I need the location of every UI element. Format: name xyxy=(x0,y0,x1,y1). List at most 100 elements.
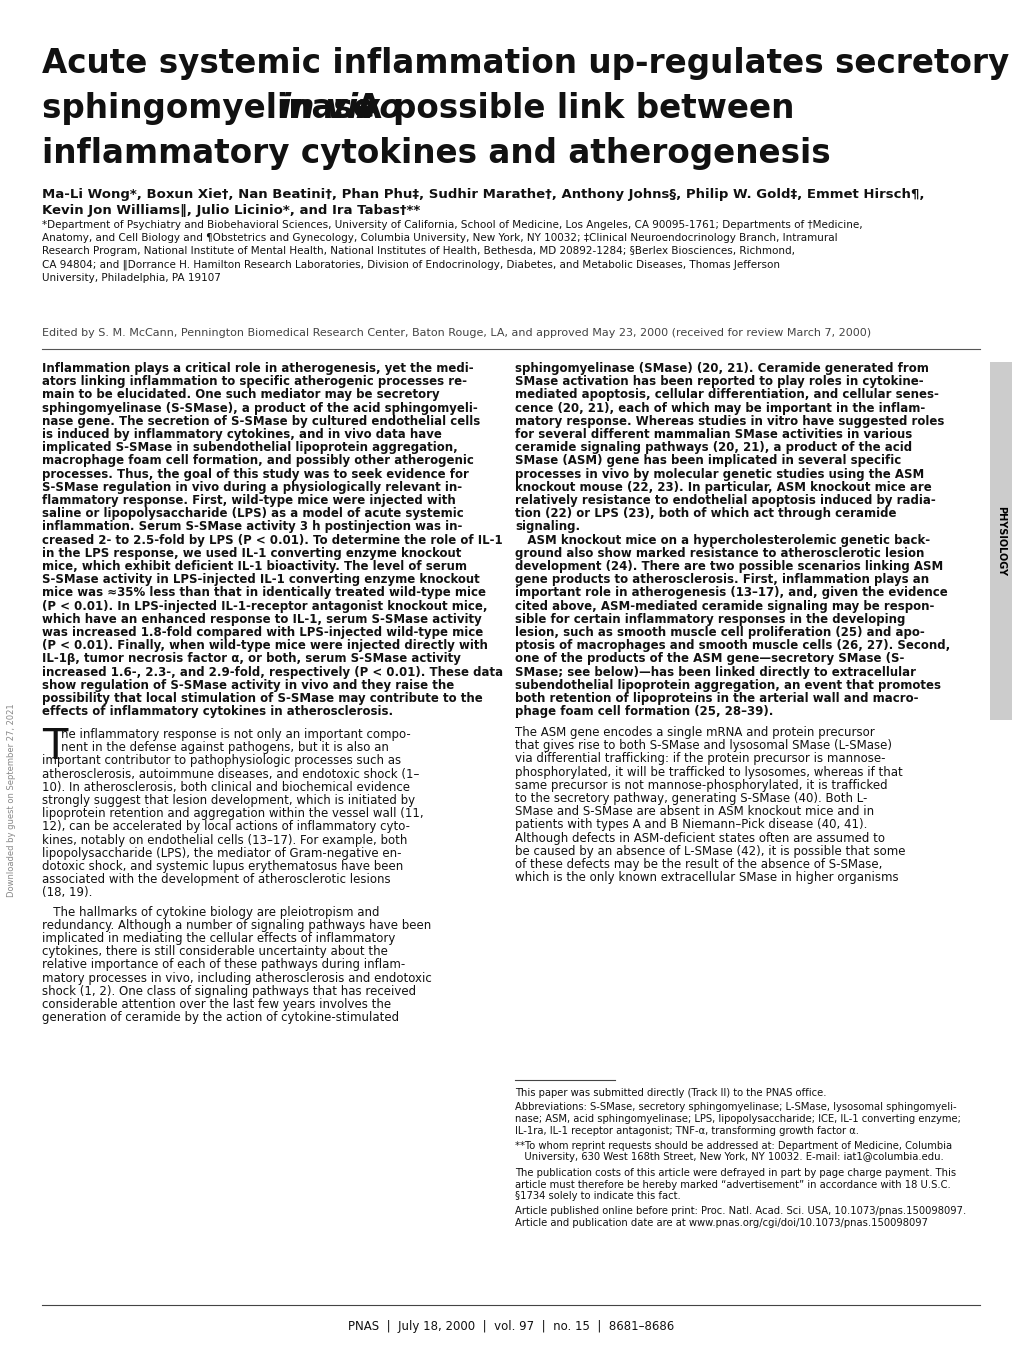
Text: creased 2- to 2.5-fold by LPS (P < 0.01). To determine the role of IL-1: creased 2- to 2.5-fold by LPS (P < 0.01)… xyxy=(42,534,502,546)
Text: PNAS  |  July 18, 2000  |  vol. 97  |  no. 15  |  8681–8686: PNAS | July 18, 2000 | vol. 97 | no. 15 … xyxy=(347,1319,674,1333)
Bar xyxy=(989,362,1011,720)
Text: : A possible link between: : A possible link between xyxy=(331,91,794,125)
Text: Acute systemic inflammation up-regulates secretory: Acute systemic inflammation up-regulates… xyxy=(42,47,1008,79)
Text: The publication costs of this article were defrayed in part by page charge payme: The publication costs of this article we… xyxy=(515,1167,955,1178)
Text: SMase; see below)—has been linked directly to extracellular: SMase; see below)—has been linked direct… xyxy=(515,666,915,679)
Text: ators linking inflammation to specific atherogenic processes re-: ators linking inflammation to specific a… xyxy=(42,375,467,389)
Text: processes. Thus, the goal of this study was to seek evidence for: processes. Thus, the goal of this study … xyxy=(42,468,469,480)
Text: shock (1, 2). One class of signaling pathways that has received: shock (1, 2). One class of signaling pat… xyxy=(42,985,416,998)
Text: Downloaded by guest on September 27, 2021: Downloaded by guest on September 27, 202… xyxy=(7,703,16,897)
Text: S-SMase regulation in vivo during a physiologically relevant in-: S-SMase regulation in vivo during a phys… xyxy=(42,480,462,494)
Text: important contributor to pathophysiologic processes such as: important contributor to pathophysiologi… xyxy=(42,755,400,768)
Text: signaling.: signaling. xyxy=(515,521,580,534)
Text: §1734 solely to indicate this fact.: §1734 solely to indicate this fact. xyxy=(515,1192,680,1201)
Text: via differential trafficking: if the protein precursor is mannose-: via differential trafficking: if the pro… xyxy=(515,752,884,765)
Text: for several different mammalian SMase activities in various: for several different mammalian SMase ac… xyxy=(515,428,911,441)
Text: kines, notably on endothelial cells (13–17). For example, both: kines, notably on endothelial cells (13–… xyxy=(42,834,407,846)
Text: Inflammation plays a critical role in atherogenesis, yet the medi-: Inflammation plays a critical role in at… xyxy=(42,362,473,375)
Text: increased 1.6-, 2.3-, and 2.9-fold, respectively (P < 0.01). These data: increased 1.6-, 2.3-, and 2.9-fold, resp… xyxy=(42,666,502,679)
Text: ASM knockout mice on a hypercholesterolemic genetic back-: ASM knockout mice on a hypercholesterole… xyxy=(515,534,929,546)
Text: 10). In atherosclerosis, both clinical and biochemical evidence: 10). In atherosclerosis, both clinical a… xyxy=(42,781,410,794)
Text: macrophage foam cell formation, and possibly other atherogenic: macrophage foam cell formation, and poss… xyxy=(42,455,474,468)
Text: atherosclerosis, autoimmune diseases, and endotoxic shock (1–: atherosclerosis, autoimmune diseases, an… xyxy=(42,768,419,780)
Text: of these defects may be the result of the absence of S-SMase,: of these defects may be the result of th… xyxy=(515,858,881,872)
Text: **To whom reprint requests should be addressed at: Department of Medicine, Colum: **To whom reprint requests should be add… xyxy=(515,1141,951,1151)
Text: nase; ASM, acid sphingomyelinase; LPS, lipopolysaccharide; ICE, IL-1 converting : nase; ASM, acid sphingomyelinase; LPS, l… xyxy=(515,1114,960,1124)
Text: mice, which exhibit deficient IL-1 bioactivity. The level of serum: mice, which exhibit deficient IL-1 bioac… xyxy=(42,560,467,573)
Text: ceramide signaling pathways (20, 21), a product of the acid: ceramide signaling pathways (20, 21), a … xyxy=(515,441,911,455)
Text: inflammation. Serum S-SMase activity 3 h postinjection was in-: inflammation. Serum S-SMase activity 3 h… xyxy=(42,521,462,534)
Text: implicated S-SMase in subendothelial lipoprotein aggregation,: implicated S-SMase in subendothelial lip… xyxy=(42,441,458,455)
Text: flammatory response. First, wild-type mice were injected with: flammatory response. First, wild-type mi… xyxy=(42,494,455,507)
Text: lipoprotein retention and aggregation within the vessel wall (11,: lipoprotein retention and aggregation wi… xyxy=(42,807,423,820)
Text: cited above, ASM-mediated ceramide signaling may be respon-: cited above, ASM-mediated ceramide signa… xyxy=(515,600,933,612)
Text: This paper was submitted directly (Track II) to the PNAS office.: This paper was submitted directly (Track… xyxy=(515,1088,825,1098)
Text: (18, 19).: (18, 19). xyxy=(42,886,93,900)
Text: nase gene. The secretion of S-SMase by cultured endothelial cells: nase gene. The secretion of S-SMase by c… xyxy=(42,414,480,428)
Text: tion (22) or LPS (23), both of which act through ceramide: tion (22) or LPS (23), both of which act… xyxy=(515,507,896,521)
Text: mice was ≈35% less than that in identically treated wild-type mice: mice was ≈35% less than that in identica… xyxy=(42,586,485,600)
Text: show regulation of S-SMase activity in vivo and they raise the: show regulation of S-SMase activity in v… xyxy=(42,679,453,691)
Text: considerable attention over the last few years involves the: considerable attention over the last few… xyxy=(42,998,390,1011)
Text: cytokines, there is still considerable uncertainty about the: cytokines, there is still considerable u… xyxy=(42,946,387,958)
Text: in vivo: in vivo xyxy=(280,91,401,125)
Text: (P < 0.01). In LPS-injected IL-1-receptor antagonist knockout mice,: (P < 0.01). In LPS-injected IL-1-recepto… xyxy=(42,600,487,612)
Text: Article and publication date are at www.pnas.org/cgi/doi/10.1073/pnas.150098097: Article and publication date are at www.… xyxy=(515,1219,927,1228)
Text: phosphorylated, it will be trafficked to lysosomes, whereas if that: phosphorylated, it will be trafficked to… xyxy=(515,765,902,779)
Text: lipopolysaccharide (LPS), the mediator of Gram-negative en-: lipopolysaccharide (LPS), the mediator o… xyxy=(42,847,401,859)
Text: *Department of Psychiatry and Biobehavioral Sciences, University of California, : *Department of Psychiatry and Biobehavio… xyxy=(42,221,862,284)
Text: T: T xyxy=(42,726,67,768)
Text: main to be elucidated. One such mediator may be secretory: main to be elucidated. One such mediator… xyxy=(42,389,439,401)
Text: 12), can be accelerated by local actions of inflammatory cyto-: 12), can be accelerated by local actions… xyxy=(42,820,410,834)
Text: SMase activation has been reported to play roles in cytokine-: SMase activation has been reported to pl… xyxy=(515,375,923,389)
Text: relatively resistance to endothelial apoptosis induced by radia-: relatively resistance to endothelial apo… xyxy=(515,494,934,507)
Text: implicated in mediating the cellular effects of inflammatory: implicated in mediating the cellular eff… xyxy=(42,932,395,946)
Text: to the secretory pathway, generating S-SMase (40). Both L-: to the secretory pathway, generating S-S… xyxy=(515,792,866,806)
Text: IL-1ra, IL-1 receptor antagonist; TNF-α, transforming growth factor α.: IL-1ra, IL-1 receptor antagonist; TNF-α,… xyxy=(515,1126,858,1135)
Text: phage foam cell formation (25, 28–39).: phage foam cell formation (25, 28–39). xyxy=(515,705,772,718)
Text: which have an enhanced response to IL-1, serum S-SMase activity: which have an enhanced response to IL-1,… xyxy=(42,613,481,625)
Text: which is the only known extracellular SMase in higher organisms: which is the only known extracellular SM… xyxy=(515,872,898,884)
Text: sphingomyelinase (S-SMase), a product of the acid sphingomyeli-: sphingomyelinase (S-SMase), a product of… xyxy=(42,402,477,414)
Text: PHYSIOLOGY: PHYSIOLOGY xyxy=(995,506,1005,576)
Text: matory processes in vivo, including atherosclerosis and endotoxic: matory processes in vivo, including athe… xyxy=(42,971,431,985)
Text: nent in the defense against pathogens, but it is also an: nent in the defense against pathogens, b… xyxy=(61,741,388,755)
Text: that gives rise to both S-SMase and lysosomal SMase (L-SMase): that gives rise to both S-SMase and lyso… xyxy=(515,740,892,752)
Text: processes in vivo by molecular genetic studies using the ASM: processes in vivo by molecular genetic s… xyxy=(515,468,923,480)
Text: saline or lipopolysaccharide (LPS) as a model of acute systemic: saline or lipopolysaccharide (LPS) as a … xyxy=(42,507,464,521)
Text: Although defects in ASM-deficient states often are assumed to: Although defects in ASM-deficient states… xyxy=(515,831,884,845)
Text: in the LPS response, we used IL-1 converting enzyme knockout: in the LPS response, we used IL-1 conver… xyxy=(42,547,461,560)
Text: lesion, such as smooth muscle cell proliferation (25) and apo-: lesion, such as smooth muscle cell proli… xyxy=(515,625,924,639)
Text: is induced by inflammatory cytokines, and in vivo data have: is induced by inflammatory cytokines, an… xyxy=(42,428,441,441)
Text: Kevin Jon Williams‖, Julio Licinio*, and Ira Tabas†**: Kevin Jon Williams‖, Julio Licinio*, and… xyxy=(42,204,420,217)
Text: The ASM gene encodes a single mRNA and protein precursor: The ASM gene encodes a single mRNA and p… xyxy=(515,726,874,738)
Text: matory response. Whereas studies in vitro have suggested roles: matory response. Whereas studies in vitr… xyxy=(515,414,944,428)
Text: Article published online before print: Proc. Natl. Acad. Sci. USA, 10.1073/pnas.: Article published online before print: P… xyxy=(515,1206,965,1216)
Text: ground also show marked resistance to atherosclerotic lesion: ground also show marked resistance to at… xyxy=(515,547,923,560)
Text: knockout mouse (22, 23). In particular, ASM knockout mice are: knockout mouse (22, 23). In particular, … xyxy=(515,480,930,494)
Text: one of the products of the ASM gene—secretory SMase (S-: one of the products of the ASM gene—secr… xyxy=(515,652,904,666)
Text: dotoxic shock, and systemic lupus erythematosus have been: dotoxic shock, and systemic lupus erythe… xyxy=(42,859,403,873)
Text: ptosis of macrophages and smooth muscle cells (26, 27). Second,: ptosis of macrophages and smooth muscle … xyxy=(515,639,950,652)
Text: both retention of lipoproteins in the arterial wall and macro-: both retention of lipoproteins in the ar… xyxy=(515,691,917,705)
Text: gene products to atherosclerosis. First, inflammation plays an: gene products to atherosclerosis. First,… xyxy=(515,573,928,586)
Text: patients with types A and B Niemann–Pick disease (40, 41).: patients with types A and B Niemann–Pick… xyxy=(515,818,866,831)
Text: Ma-Li Wong*, Boxun Xie†, Nan Beatini†, Phan Phu‡, Sudhir Marathe†, Anthony Johns: Ma-Li Wong*, Boxun Xie†, Nan Beatini†, P… xyxy=(42,188,923,200)
Text: The hallmarks of cytokine biology are pleiotropism and: The hallmarks of cytokine biology are pl… xyxy=(42,905,379,919)
Text: sible for certain inflammatory responses in the developing: sible for certain inflammatory responses… xyxy=(515,613,905,625)
Text: relative importance of each of these pathways during inflam-: relative importance of each of these pat… xyxy=(42,959,405,971)
Text: associated with the development of atherosclerotic lesions: associated with the development of ather… xyxy=(42,873,390,886)
Text: IL-1β, tumor necrosis factor α, or both, serum S-SMase activity: IL-1β, tumor necrosis factor α, or both,… xyxy=(42,652,461,666)
Text: SMase (ASM) gene has been implicated in several specific: SMase (ASM) gene has been implicated in … xyxy=(515,455,901,468)
Text: possibility that local stimulation of S-SMase may contribute to the: possibility that local stimulation of S-… xyxy=(42,691,482,705)
Text: University, 630 West 168th Street, New York, NY 10032. E-mail: iat1@columbia.edu: University, 630 West 168th Street, New Y… xyxy=(515,1153,943,1162)
Text: article must therefore be hereby marked “advertisement” in accordance with 18 U.: article must therefore be hereby marked … xyxy=(515,1180,950,1189)
Text: inflammatory cytokines and atherogenesis: inflammatory cytokines and atherogenesis xyxy=(42,137,829,169)
Text: be caused by an absence of L-SMase (42), it is possible that some: be caused by an absence of L-SMase (42),… xyxy=(515,845,905,858)
Text: generation of ceramide by the action of cytokine-stimulated: generation of ceramide by the action of … xyxy=(42,1011,398,1024)
Text: mediated apoptosis, cellular differentiation, and cellular senes-: mediated apoptosis, cellular differentia… xyxy=(515,389,937,401)
Text: redundancy. Although a number of signaling pathways have been: redundancy. Although a number of signali… xyxy=(42,919,431,932)
Text: subendothelial lipoprotein aggregation, an event that promotes: subendothelial lipoprotein aggregation, … xyxy=(515,679,941,691)
Text: Abbreviations: S-SMase, secretory sphingomyelinase; L-SMase, lysosomal sphingomy: Abbreviations: S-SMase, secretory sphing… xyxy=(515,1103,956,1112)
Text: effects of inflammatory cytokines in atherosclerosis.: effects of inflammatory cytokines in ath… xyxy=(42,705,392,718)
